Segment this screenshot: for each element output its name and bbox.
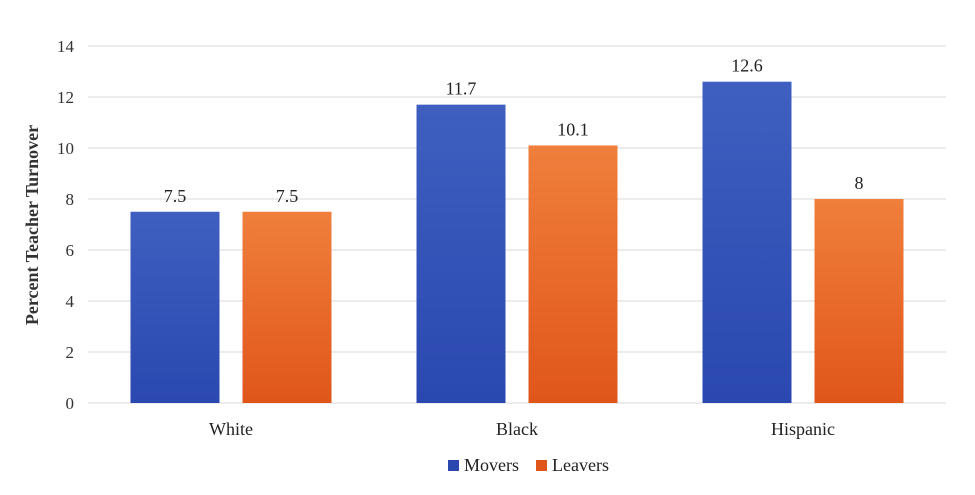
y-tick-label: 14 [57,37,75,56]
y-tick-label: 4 [66,292,75,311]
category-label: Black [496,419,538,439]
legend-label-leavers: Leavers [552,455,609,475]
y-axis-ticks: 0 2 4 6 8 10 12 14 [57,37,75,413]
legend: Movers Leavers [448,455,609,475]
data-label: 7.5 [164,186,187,206]
bar-movers-white [130,211,220,403]
bars [130,81,904,404]
bar-movers-hispanic [702,81,792,403]
data-labels: 7.5 7.5 11.7 10.1 12.6 8 [164,56,864,206]
data-label: 10.1 [557,119,589,139]
data-label: 8 [855,173,864,193]
y-tick-label: 8 [66,190,75,209]
y-tick-label: 10 [57,139,74,158]
y-axis-title: Percent Teacher Turnover [22,125,42,325]
gridlines [88,45,946,404]
bar-leavers-hispanic [814,199,904,403]
legend-swatch-leavers [536,460,547,471]
y-tick-label: 12 [57,88,74,107]
legend-swatch-movers [448,460,459,471]
bar-leavers-white [242,211,332,403]
bar-leavers-black [528,145,618,403]
category-label: White [209,419,253,439]
x-axis-categories: White Black Hispanic [209,419,835,439]
data-label: 11.7 [446,79,477,99]
y-tick-label: 0 [66,394,75,413]
data-label: 7.5 [276,186,299,206]
y-tick-label: 6 [66,241,75,260]
y-tick-label: 2 [66,343,75,362]
data-label: 12.6 [731,56,763,76]
bar-movers-black [416,104,506,404]
legend-label-movers: Movers [464,455,519,475]
category-label: Hispanic [771,419,835,439]
